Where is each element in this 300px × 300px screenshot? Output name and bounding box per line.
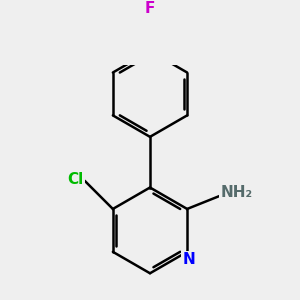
Text: N: N xyxy=(183,252,196,267)
Text: F: F xyxy=(145,1,155,16)
Text: NH₂: NH₂ xyxy=(221,185,253,200)
Text: Cl: Cl xyxy=(68,172,84,187)
